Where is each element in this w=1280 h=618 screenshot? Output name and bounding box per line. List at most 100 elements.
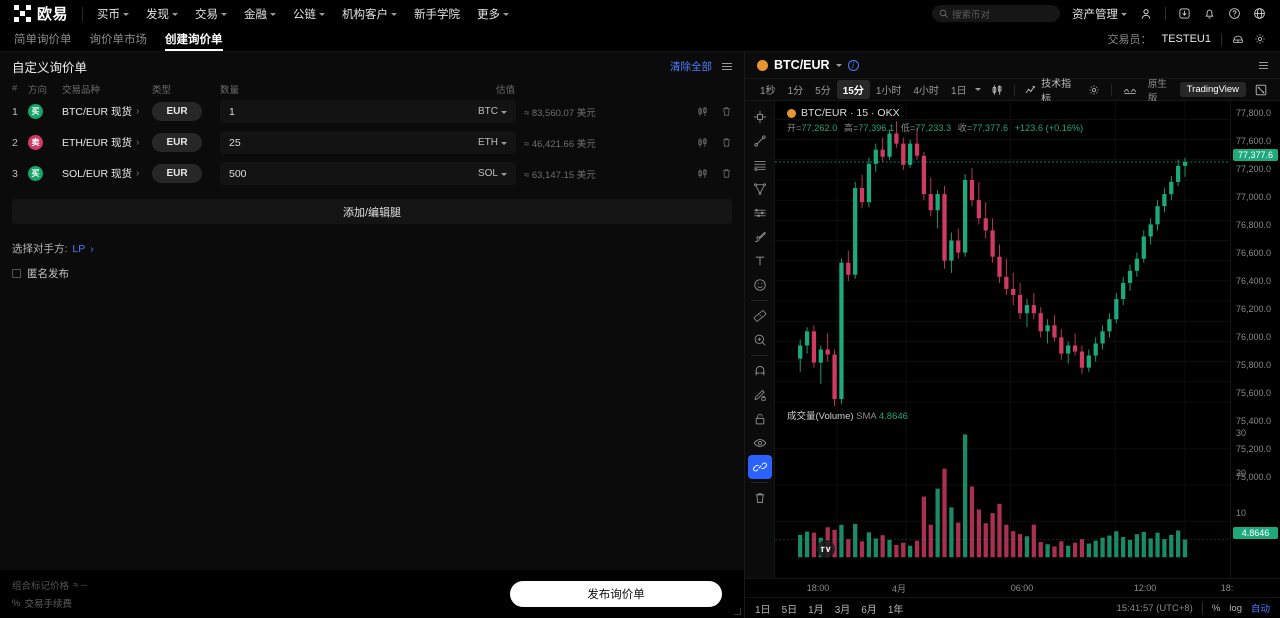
menu-icon[interactable] (1259, 61, 1268, 69)
source-tradingview-button[interactable]: TradingView (1179, 82, 1246, 97)
row-direction-cell[interactable]: 买 (28, 166, 62, 181)
info-icon[interactable]: i (847, 59, 859, 71)
tab-create-rfq[interactable]: 创建询价单 (165, 31, 223, 51)
search-input[interactable]: 搜索币对 (932, 5, 1060, 22)
range-3mo[interactable]: 3月 (834, 604, 851, 616)
timeframe-5m[interactable]: 5分 (815, 86, 831, 97)
row-symbol-cell[interactable]: BTC/EUR 现货 › (62, 104, 152, 119)
timeframe-15m[interactable]: 15分 (836, 80, 870, 99)
text-icon[interactable] (748, 249, 772, 273)
globe-icon[interactable] (1253, 7, 1266, 20)
delete-icon[interactable] (721, 168, 732, 179)
quantity-unit-selector[interactable]: ETH (478, 137, 507, 148)
help-icon[interactable] (1228, 7, 1241, 20)
chevron-down-icon[interactable] (835, 64, 842, 67)
quantity-unit-selector[interactable]: BTC (478, 106, 507, 117)
draw-lock-icon[interactable] (748, 383, 772, 407)
timeframe-4h[interactable]: 4小时 (913, 86, 939, 97)
add-edit-leg-button[interactable]: 添加/编辑腿 (12, 199, 732, 224)
counterparty-value[interactable]: LP (72, 242, 86, 255)
timeframe-1d[interactable]: 1日 (950, 86, 967, 97)
brush-icon[interactable] (748, 225, 772, 249)
range-1d[interactable]: 1日 (755, 604, 771, 616)
eye-icon[interactable] (748, 431, 772, 455)
time-axis[interactable]: 18:00 4月 06:00 12:00 18: (745, 578, 1280, 597)
trash-icon[interactable] (748, 486, 772, 510)
link-icon[interactable] (747, 455, 772, 479)
direction-badge-sell[interactable]: 卖 (28, 135, 43, 150)
trend-line-icon[interactable] (748, 129, 772, 153)
auto-scale-button[interactable]: 自动 (1250, 604, 1270, 615)
range-1mo[interactable]: 1月 (808, 604, 824, 616)
nav-item-buy-crypto[interactable]: 买币 (97, 6, 130, 22)
nav-item-trade[interactable]: 交易 (195, 6, 228, 22)
magnet-icon[interactable] (748, 359, 772, 383)
chart-settings-icon[interactable] (1084, 84, 1104, 96)
quantity-unit-selector[interactable]: SOL (478, 168, 507, 179)
parallel-channel-icon[interactable] (748, 201, 772, 225)
quantity-input[interactable]: 25 ETH (220, 131, 516, 154)
row-symbol-cell[interactable]: ETH/EUR 现货 › (62, 135, 152, 150)
candlestick-chart[interactable] (775, 101, 1230, 578)
timeframe-1s[interactable]: 1秒 (760, 86, 776, 97)
source-native-button[interactable]: 原生版 (1147, 78, 1167, 104)
range-6mo[interactable]: 6月 (861, 604, 877, 616)
menu-icon[interactable] (722, 62, 732, 70)
compare-icon[interactable] (1119, 84, 1141, 96)
delete-icon[interactable] (721, 106, 732, 117)
publish-rfq-button[interactable]: 发布询价单 (510, 581, 722, 607)
row-direction-cell[interactable]: 卖 (28, 135, 62, 150)
row-symbol-cell[interactable]: SOL/EUR 现货 › (62, 166, 152, 181)
anonymous-checkbox[interactable] (12, 269, 21, 278)
chart-canvas[interactable]: BTC/EUR · 15 · OKX 开=77,262.0 高=77,396.1… (775, 101, 1230, 578)
nav-item-more[interactable]: 更多 (477, 6, 510, 22)
chart-type-icon[interactable] (987, 84, 1007, 96)
horizontal-lines-icon[interactable] (748, 153, 772, 177)
download-icon[interactable] (1178, 7, 1191, 20)
timeframe-1h[interactable]: 1小时 (875, 86, 902, 97)
quantity-input[interactable]: 500 SOL (220, 162, 516, 185)
nav-item-public-chain[interactable]: 公链 (293, 6, 326, 22)
indicators-button[interactable]: 技术指标 (1021, 75, 1083, 105)
type-selector[interactable]: EUR (152, 133, 202, 152)
direction-badge-buy[interactable]: 买 (28, 166, 43, 181)
anonymous-publish-toggle[interactable]: 匿名发布 (12, 266, 732, 281)
fib-pitchfork-icon[interactable] (748, 177, 772, 201)
candlestick-chart-icon[interactable] (697, 168, 708, 179)
resize-handle[interactable] (734, 608, 741, 615)
crosshair-icon[interactable] (748, 105, 772, 129)
bell-icon[interactable] (1203, 7, 1216, 20)
brand-logo[interactable]: 欧易 (14, 3, 68, 24)
chevron-down-icon[interactable] (974, 88, 981, 91)
zoom-in-icon[interactable] (748, 328, 772, 352)
quantity-input[interactable]: 1 BTC (220, 100, 516, 123)
price-axis[interactable]: 77,800.0 77,600.0 77,377.6 77,200.0 77,0… (1230, 101, 1280, 594)
emoji-icon[interactable] (748, 273, 772, 297)
nav-item-institutional[interactable]: 机构客户 (342, 6, 398, 22)
tab-simple-rfq[interactable]: 简单询价单 (14, 34, 72, 46)
type-selector[interactable]: EUR (152, 102, 202, 121)
nav-item-discover[interactable]: 发现 (146, 6, 179, 22)
range-1y[interactable]: 1年 (887, 604, 904, 616)
clear-all-button[interactable]: 清除全部 (670, 60, 712, 73)
helmet-icon[interactable] (1232, 33, 1244, 45)
fullscreen-icon[interactable] (1251, 84, 1271, 96)
chevron-right-icon[interactable]: › (90, 242, 94, 255)
nav-item-academy[interactable]: 新手学院 (414, 6, 460, 22)
gear-icon[interactable] (1254, 33, 1266, 45)
candlestick-chart-icon[interactable] (697, 106, 708, 117)
lock-icon[interactable] (748, 407, 772, 431)
tab-rfq-market[interactable]: 询价单市场 (89, 34, 148, 46)
ruler-icon[interactable] (748, 304, 772, 328)
percent-scale-button[interactable]: % (1211, 602, 1221, 614)
direction-badge-buy[interactable]: 买 (28, 104, 43, 119)
range-5d[interactable]: 5日 (781, 604, 798, 616)
timeframe-1m[interactable]: 1分 (787, 86, 804, 97)
user-icon[interactable] (1139, 7, 1153, 21)
delete-icon[interactable] (721, 137, 732, 148)
type-selector[interactable]: EUR (152, 164, 202, 183)
candlestick-chart-icon[interactable] (697, 137, 708, 148)
nav-item-finance[interactable]: 金融 (244, 6, 277, 22)
nav-item-asset-management[interactable]: 资产管理 (1072, 6, 1127, 22)
row-direction-cell[interactable]: 买 (28, 104, 62, 119)
